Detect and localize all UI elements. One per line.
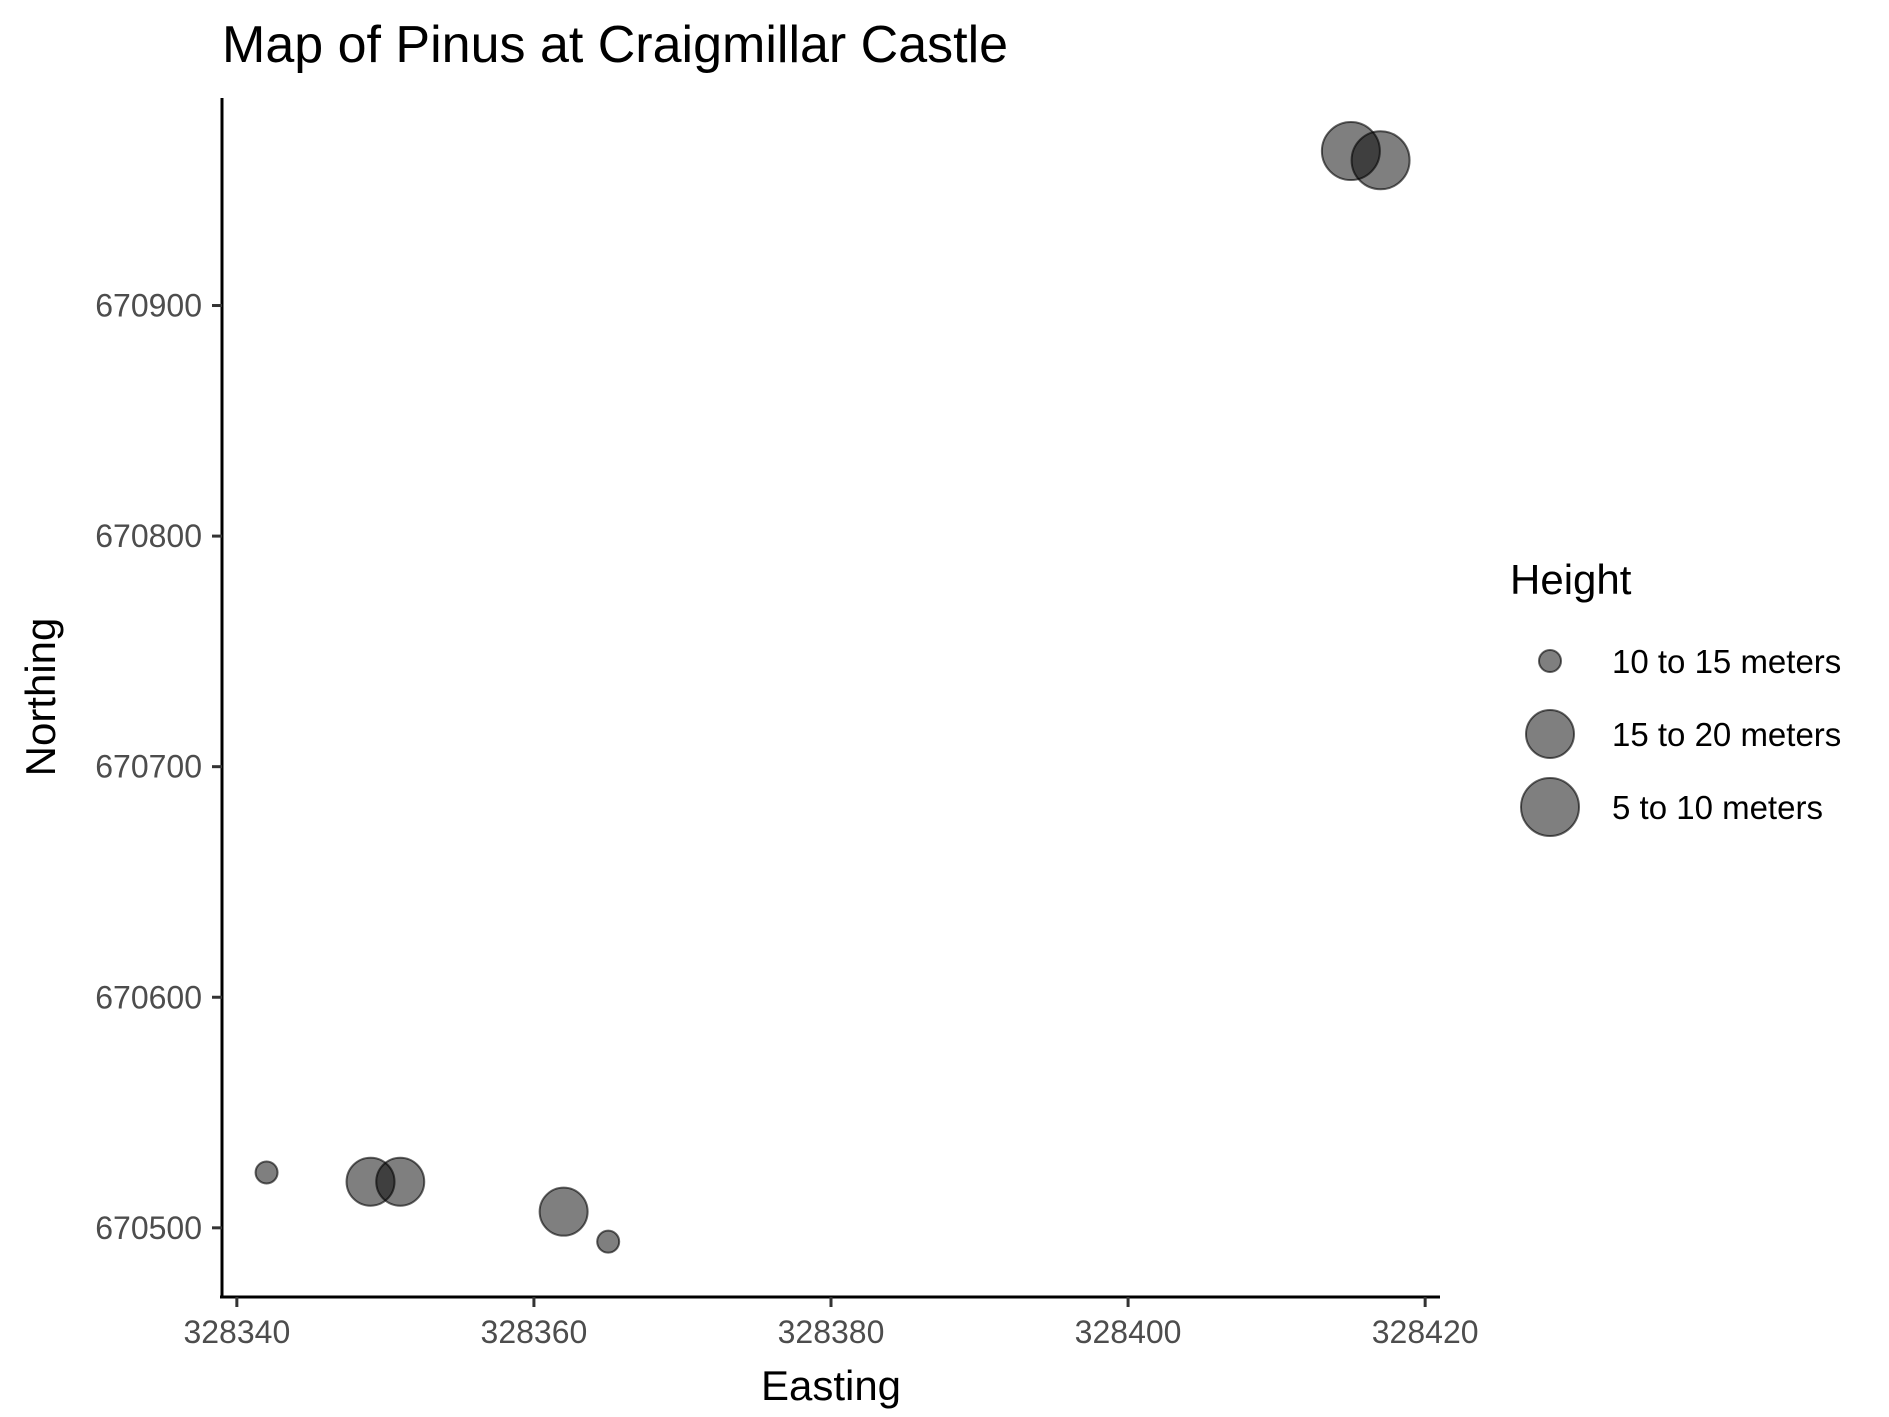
x-ticks: 328340 328360 328380 328400 328420 [183, 1297, 1479, 1350]
legend-key [1525, 709, 1575, 759]
y-tick-label: 670500 [95, 1210, 202, 1246]
x-axis-title: Easting [761, 1362, 901, 1409]
legend: Height 10 to 15 meters 15 to 20 meters 5 t… [1510, 556, 1841, 837]
data-point [1350, 130, 1411, 191]
y-axis-title: Northing [17, 618, 64, 777]
legend-label: 5 to 10 meters [1612, 789, 1823, 826]
x-tick-label: 328360 [481, 1314, 588, 1350]
legend-key [1538, 649, 1562, 673]
data-point [596, 1229, 621, 1254]
chart-title: Map of Pinus at Craigmillar Castle [222, 16, 1008, 74]
x-tick-label: 328340 [183, 1314, 290, 1350]
y-tick-label: 670600 [95, 979, 202, 1015]
y-ticks: 670500 670600 670700 670800 670900 [95, 288, 222, 1246]
x-tick-label: 328420 [1372, 1314, 1479, 1350]
y-tick-label: 670700 [95, 749, 202, 785]
legend-title: Height [1510, 556, 1632, 603]
x-tick-label: 328400 [1075, 1314, 1182, 1350]
legend-label: 15 to 20 meters [1612, 716, 1841, 753]
x-tick-label: 328380 [778, 1314, 885, 1350]
data-point [375, 1156, 426, 1207]
y-tick-label: 670900 [95, 288, 202, 324]
legend-label: 10 to 15 meters [1612, 643, 1841, 680]
y-tick-label: 670800 [95, 518, 202, 554]
data-point [254, 1160, 279, 1185]
data-point [538, 1186, 589, 1237]
points-layer [254, 121, 1411, 1254]
legend-key [1520, 777, 1580, 837]
